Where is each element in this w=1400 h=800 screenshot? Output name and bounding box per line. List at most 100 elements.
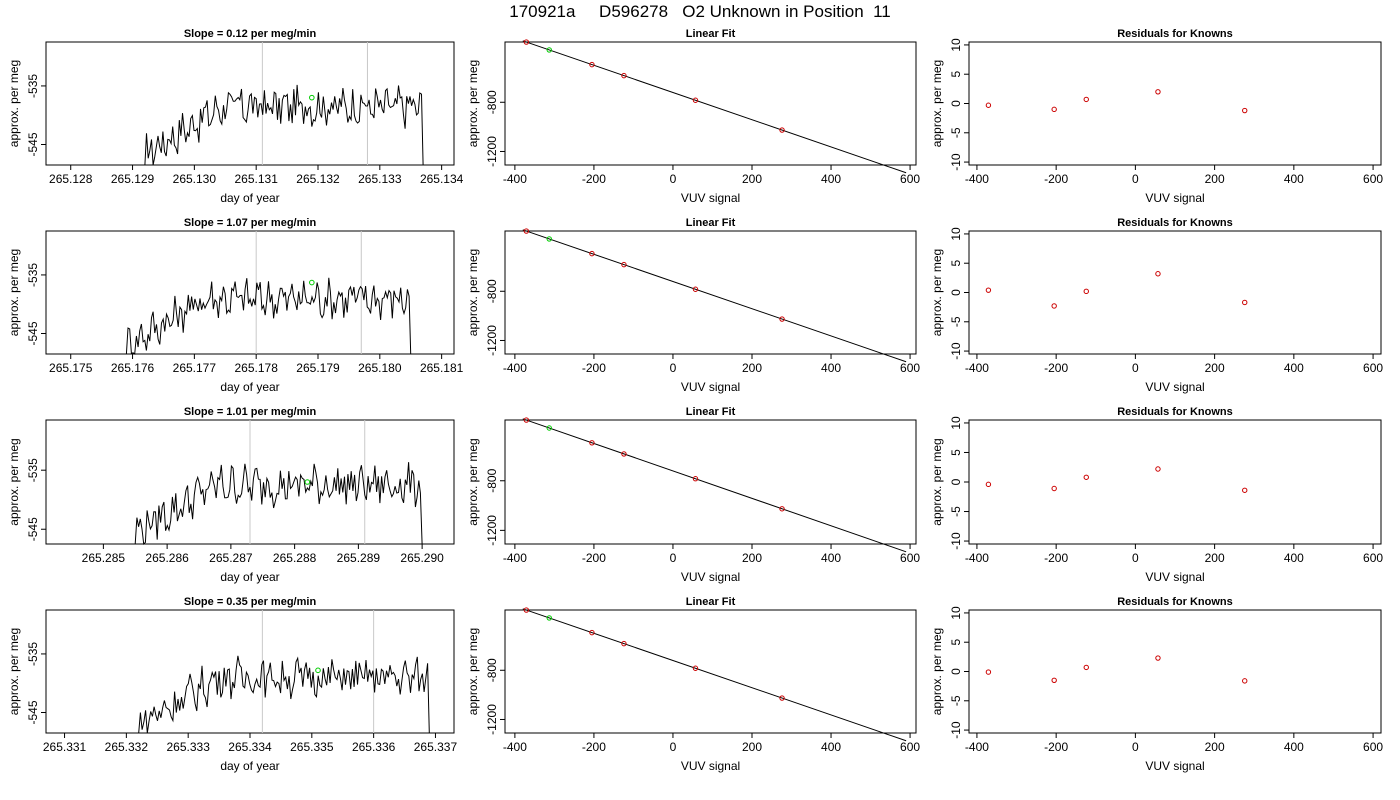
x-tick-label: 200 (1205, 361, 1225, 375)
x-tick-label: 265.286 (145, 551, 189, 565)
signal-trace (125, 277, 412, 355)
x-tick-label: 400 (1284, 551, 1304, 565)
residual-point (1155, 89, 1161, 95)
y-axis-label: approx. per meg (466, 628, 480, 715)
x-tick-label: -400 (965, 361, 989, 375)
residual-point (1083, 664, 1089, 671)
y-axis-label: approx. per meg (7, 438, 21, 525)
x-tick-label: 265.178 (234, 361, 278, 375)
x-tick-label: 265.175 (49, 361, 93, 375)
known-point (779, 316, 785, 322)
unknown-point (309, 279, 315, 286)
y-axis-label: approx. per meg (7, 249, 21, 336)
unknown-point (315, 667, 321, 674)
x-tick-label: -200 (1044, 361, 1068, 375)
y-tick-label: 0 (949, 100, 963, 107)
panel-r1-c2: Linear Fit -400 -200 0 200 400 600 VUV signal -8… (466, 28, 920, 205)
x-tick-label: 600 (900, 551, 920, 565)
known-point (621, 640, 627, 647)
x-tick-label: -400 (503, 551, 527, 565)
x-tick-label: 265.337 (414, 740, 458, 754)
x-axis-label: VUV signal (1145, 380, 1204, 394)
y-tick-label: 10 (949, 606, 963, 620)
x-tick-label: 265.336 (352, 740, 396, 754)
panel-r3-c3: Residuals for Knowns -400 -200 0 200 400 600 VU… (930, 406, 1383, 584)
known-point (589, 250, 595, 257)
y-tick-label: 10 (949, 227, 963, 241)
panel-title: Linear Fit (686, 217, 736, 229)
plot-frame (45, 41, 455, 166)
x-tick-label: 265.332 (105, 740, 149, 754)
x-axis-label: day of year (220, 380, 279, 394)
y-tick-label: -1200 (485, 704, 499, 735)
x-axis-label: day of year (220, 191, 279, 205)
panel-r1-c1: Slope = 0.12 per meg/min 265.128 265.129 26… (7, 28, 464, 205)
x-tick-label: 200 (742, 551, 762, 565)
residual-point (1155, 655, 1161, 661)
x-axis-label: day of year (220, 570, 279, 584)
panel-title: Slope = 0.12 per meg/min (184, 28, 317, 40)
x-tick-label: 0 (670, 361, 677, 375)
x-tick-label: 265.128 (49, 172, 93, 186)
y-tick-label: -800 (485, 658, 499, 682)
known-point (692, 476, 699, 482)
x-tick-label: 265.290 (400, 551, 444, 565)
known-point (523, 607, 530, 613)
x-tick-label: 265.180 (358, 361, 402, 375)
x-tick-label: 265.132 (296, 172, 340, 186)
plot-frame (968, 419, 1382, 545)
x-tick-label: 265.179 (296, 361, 340, 375)
x-tick-label: 265.331 (43, 740, 87, 754)
panel-title: Slope = 0.35 per meg/min (184, 596, 317, 608)
y-axis-label: approx. per meg (466, 60, 480, 147)
y-tick-label: -535 (26, 263, 40, 287)
x-axis-label: VUV signal (1145, 570, 1204, 584)
known-point (779, 127, 785, 133)
x-tick-label: -400 (503, 172, 527, 186)
known-point (589, 629, 595, 636)
panel-r4-c2: Linear Fit -400 -200 0 200 400 600 VUV signal -8… (466, 596, 920, 773)
y-tick-label: 0 (949, 478, 963, 485)
x-axis-label: VUV signal (1145, 759, 1204, 773)
x-tick-label: 200 (1205, 740, 1225, 754)
x-tick-label: 400 (1284, 172, 1304, 186)
y-tick-label: -545 (26, 321, 40, 345)
x-tick-label: 400 (821, 361, 841, 375)
x-tick-label: -400 (503, 740, 527, 754)
x-tick-label: 0 (1132, 740, 1139, 754)
x-tick-label: 600 (1363, 740, 1383, 754)
x-tick-label: -200 (582, 172, 606, 186)
panel-r3-c1: Slope = 1.01 per meg/min 265.285 265.286 26… (7, 406, 455, 584)
panel-r3-c2: Linear Fit -400 -200 0 200 400 600 VUV signal -8… (466, 406, 920, 584)
signal-trace (138, 655, 430, 734)
y-tick-label: -10 (949, 153, 963, 171)
x-tick-label: 200 (742, 361, 762, 375)
plot-frame (504, 230, 917, 355)
x-tick-label: 265.176 (111, 361, 155, 375)
y-tick-label: -545 (26, 700, 40, 724)
x-tick-label: 200 (742, 740, 762, 754)
unknown-point (546, 47, 552, 53)
known-point (621, 72, 627, 79)
plot-frame (504, 609, 917, 734)
x-tick-label: 400 (821, 172, 841, 186)
y-axis-label: approx. per meg (7, 628, 21, 715)
signal-trace (144, 84, 424, 166)
residual-point (1155, 271, 1161, 277)
known-point (523, 417, 530, 423)
residual-point (985, 481, 992, 488)
panel-title: Residuals for Knowns (1117, 406, 1233, 418)
panel-r4-c1: Slope = 0.35 per meg/min 265.331 265.332 26… (7, 596, 457, 773)
x-tick-label: -400 (503, 361, 527, 375)
residual-point (1242, 299, 1248, 306)
plot-frame (968, 41, 1382, 166)
y-tick-label: 10 (949, 416, 963, 430)
known-point (523, 39, 530, 45)
panel-r2-c1: Slope = 1.07 per meg/min 265.175 265.176 26… (7, 217, 464, 394)
x-axis-label: VUV signal (1145, 191, 1204, 205)
panel-title: Slope = 1.01 per meg/min (184, 406, 317, 418)
y-tick-label: -10 (949, 532, 963, 550)
panel-r2-c2: Linear Fit -400 -200 0 200 400 600 VUV signal -8… (466, 217, 920, 394)
x-tick-label: 600 (1363, 361, 1383, 375)
x-tick-label: 0 (670, 551, 677, 565)
